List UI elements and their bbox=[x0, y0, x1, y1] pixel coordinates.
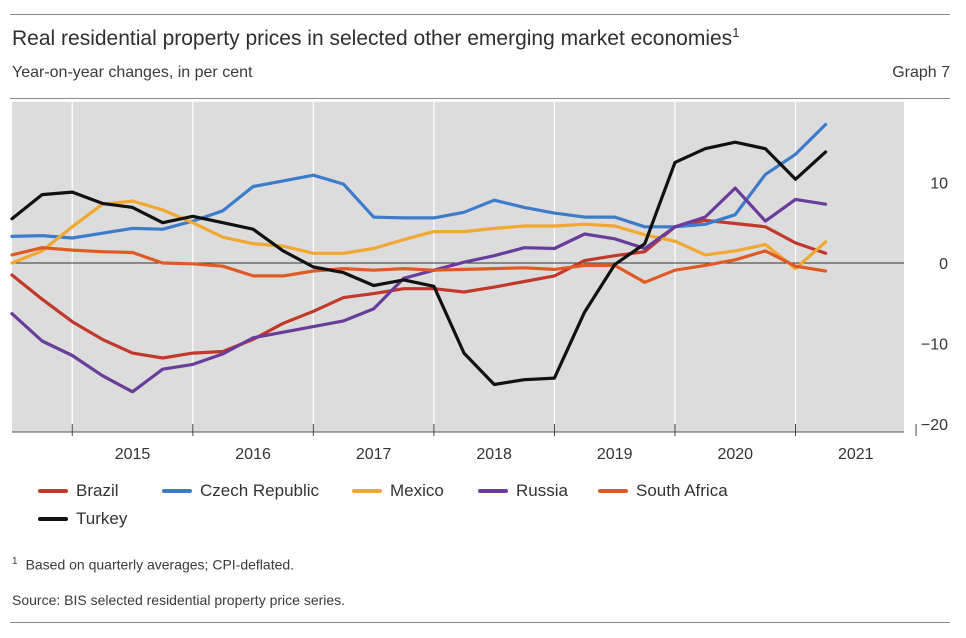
legend-label-russia: Russia bbox=[516, 481, 568, 500]
y-tick-label: 0 bbox=[939, 256, 948, 273]
x-tick-label: 2015 bbox=[115, 446, 151, 463]
y-tick-label: −20 bbox=[921, 417, 948, 434]
line-chart: 2015 2016 2017 2018 2019 2020 2021 10 0 −10 −20 bbox=[10, 102, 948, 463]
legend-item-mexico: Mexico bbox=[352, 481, 444, 501]
footnote: 1 Based on quarterly averages; CPI-deflat… bbox=[12, 556, 294, 573]
legend-label-south-africa: South Africa bbox=[636, 481, 728, 500]
x-tick-label: 2019 bbox=[597, 446, 633, 463]
source-note: Source: BIS selected residential propert… bbox=[12, 592, 346, 608]
plot-area bbox=[12, 102, 904, 432]
series-line-czech-republic bbox=[10, 122, 828, 240]
legend-label-czech-republic: Czech Republic bbox=[200, 481, 320, 500]
legend-item-brazil: Brazil bbox=[38, 481, 119, 501]
graph-number: Graph 7 bbox=[892, 64, 950, 81]
x-tick-label: 2020 bbox=[717, 446, 753, 463]
legend-swatch-brazil bbox=[38, 489, 68, 493]
x-tick-label: 2021 bbox=[838, 446, 874, 463]
chart-title: Real residential property prices in sele… bbox=[12, 25, 740, 51]
y-tick-label: 10 bbox=[930, 175, 948, 192]
footnote-mark: 1 bbox=[12, 556, 18, 567]
y-tick-label: −10 bbox=[921, 336, 948, 353]
series-line-mexico bbox=[10, 199, 828, 271]
top-rule bbox=[10, 14, 950, 16]
legend-item-russia: Russia bbox=[478, 481, 568, 501]
footnote-text: Based on quarterly averages; CPI-deflate… bbox=[25, 556, 295, 573]
series-line-russia bbox=[10, 186, 828, 394]
legend-swatch-south-africa bbox=[598, 489, 628, 493]
legend-swatch-czech-republic bbox=[162, 489, 192, 493]
legend-swatch-russia bbox=[478, 489, 508, 493]
series-line-south-africa bbox=[10, 246, 828, 284]
legend-swatch-turkey bbox=[38, 517, 68, 521]
chart-subtitle: Year-on-year changes, in per cent bbox=[12, 64, 253, 81]
legend-label-turkey: Turkey bbox=[76, 509, 128, 528]
legend-label-brazil: Brazil bbox=[76, 481, 119, 500]
legend-label-mexico: Mexico bbox=[390, 481, 444, 500]
x-tick-label: 2018 bbox=[476, 446, 512, 463]
x-tick-label: 2016 bbox=[235, 446, 271, 463]
x-tick-label: 2017 bbox=[356, 446, 392, 463]
series-line-turkey bbox=[10, 140, 828, 387]
legend-item-czech-republic: Czech Republic bbox=[162, 481, 319, 501]
legend-item-south-africa: South Africa bbox=[598, 481, 728, 501]
bottom-rule bbox=[10, 622, 950, 624]
header-rule bbox=[10, 98, 950, 100]
legend-item-turkey: Turkey bbox=[38, 509, 127, 529]
chart-title-text: Real residential property prices in sele… bbox=[12, 27, 733, 50]
title-footnote-mark: 1 bbox=[732, 25, 740, 40]
legend-swatch-mexico bbox=[352, 489, 382, 493]
